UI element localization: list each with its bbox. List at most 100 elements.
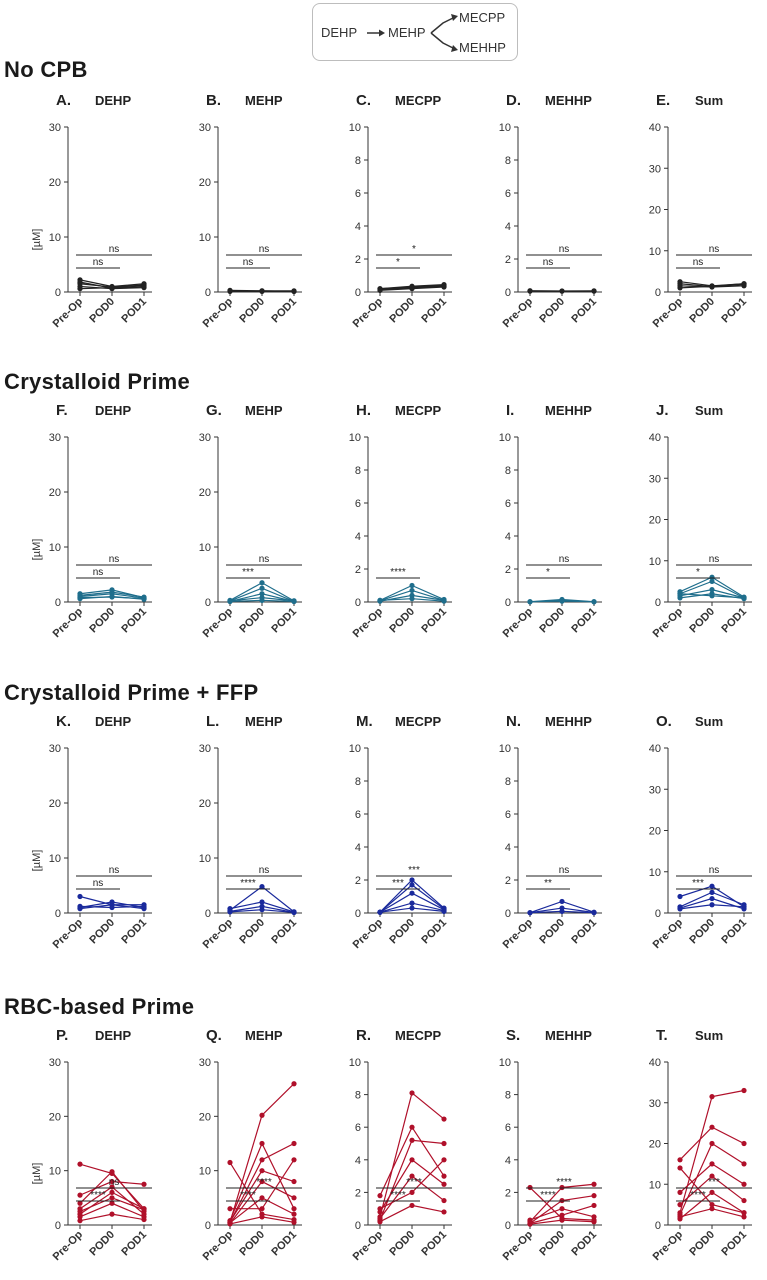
panel-letter: N.: [506, 713, 521, 730]
data-point: [291, 1157, 297, 1163]
y-tick-label: 2: [355, 564, 361, 576]
panel-title: MEHP: [245, 93, 283, 108]
y-tick-label: 0: [505, 1220, 511, 1232]
panel-letter: T.: [656, 1027, 668, 1044]
y-tick-label: 8: [355, 776, 361, 788]
x-tick-label: POD0: [687, 606, 717, 636]
y-tick-label: 6: [505, 188, 511, 200]
panel-g: G. MEHP 0 10 20 30 Pre-Op POD0 POD1 *** ns: [199, 402, 302, 640]
y-tick-label: 2: [355, 875, 361, 887]
y-tick-label: 8: [355, 155, 361, 167]
y-tick-label: 0: [55, 1220, 61, 1232]
x-tick-label: Pre-Op: [351, 1228, 386, 1263]
data-point: [409, 1202, 415, 1209]
x-tick-label: POD0: [237, 917, 267, 947]
data-point: [227, 1221, 233, 1227]
data-point: [227, 909, 233, 915]
data-point: [709, 1202, 715, 1208]
data-point: [591, 599, 597, 605]
y-tick-label: 6: [355, 188, 361, 200]
y-tick-label: 8: [505, 776, 511, 788]
x-tick-label: POD0: [237, 606, 267, 636]
data-point: [259, 884, 265, 890]
y-tick-label: 4: [505, 221, 511, 233]
significance-label: ns: [259, 244, 270, 255]
data-point: [377, 597, 383, 603]
x-tick-label: POD0: [87, 1229, 117, 1259]
y-tick-label: 8: [505, 1090, 511, 1102]
x-tick-label: Pre-Op: [51, 916, 86, 951]
data-point: [227, 288, 233, 295]
data-point: [377, 909, 383, 915]
data-point: [77, 596, 83, 602]
panel-title: MECPP: [395, 1028, 442, 1043]
data-point: [441, 1157, 447, 1163]
x-tick-label: Pre-Op: [501, 1228, 536, 1263]
data-point: [409, 882, 415, 888]
significance-label: ns: [693, 257, 704, 268]
data-point: [77, 906, 83, 912]
data-point: [709, 1173, 715, 1179]
y-tick-label: 0: [55, 597, 61, 609]
x-tick-label: Pre-Op: [51, 1228, 86, 1263]
x-tick-label: Pre-Op: [501, 605, 536, 640]
panel-letter: H.: [356, 402, 371, 419]
x-tick-label: Pre-Op: [201, 605, 236, 640]
x-tick-label: POD1: [419, 606, 449, 636]
y-tick-label: 40: [649, 122, 661, 134]
data-point: [259, 580, 265, 586]
pathway-mehhp: MEHHP: [459, 40, 506, 55]
data-point: [709, 574, 715, 580]
data-point: [77, 1192, 83, 1198]
panel-title: MEHHP: [545, 403, 592, 418]
significance-label: ns: [259, 554, 270, 565]
data-point: [409, 1090, 415, 1096]
panel-title: Sum: [695, 714, 723, 729]
panel-title: MEHP: [245, 714, 283, 729]
x-tick-label: POD1: [419, 917, 449, 947]
y-tick-label: 10: [649, 867, 661, 879]
y-tick-label: 4: [355, 531, 361, 543]
x-tick-label: Pre-Op: [51, 295, 86, 330]
data-point: [677, 893, 683, 900]
data-point: [441, 1116, 447, 1122]
panel-title: Sum: [695, 93, 723, 108]
data-point: [141, 1216, 147, 1223]
y-axis-label: [µM]: [31, 539, 43, 561]
data-point: [441, 908, 447, 914]
data-point: [741, 1214, 747, 1220]
x-tick-label: POD1: [269, 917, 299, 947]
y-tick-label: 10: [349, 122, 361, 134]
data-point: [409, 1173, 415, 1179]
panel-m: M. MECPP 0 2 4 6 8 10 Pre-Op POD0 POD1 *** ***: [349, 713, 452, 951]
data-point: [77, 1218, 83, 1224]
x-tick-label: Pre-Op: [51, 605, 86, 640]
data-point: [441, 1140, 447, 1147]
y-tick-label: 0: [655, 287, 661, 299]
data-point: [709, 1189, 715, 1195]
data-point: [259, 907, 265, 913]
significance-label: ns: [709, 244, 720, 255]
y-tick-label: 30: [199, 743, 211, 755]
y-tick-label: 20: [649, 826, 661, 838]
y-tick-label: 0: [355, 287, 361, 299]
data-point: [709, 883, 715, 889]
significance-label: ns: [259, 865, 270, 876]
panel-letter: K.: [56, 713, 71, 730]
y-tick-label: 40: [649, 432, 661, 444]
significance-label: ****: [240, 878, 256, 889]
panel-letter: R.: [356, 1027, 371, 1044]
y-tick-label: 30: [199, 122, 211, 134]
data-point: [709, 1161, 715, 1167]
y-tick-label: 10: [199, 232, 211, 244]
significance-label: ****: [256, 1177, 272, 1188]
y-tick-label: 10: [49, 542, 61, 554]
data-point: [77, 1161, 83, 1167]
data-point: [559, 598, 565, 604]
y-tick-label: 6: [355, 498, 361, 510]
x-tick-label: Pre-Op: [501, 295, 536, 330]
panel-title: DEHP: [95, 1028, 131, 1043]
